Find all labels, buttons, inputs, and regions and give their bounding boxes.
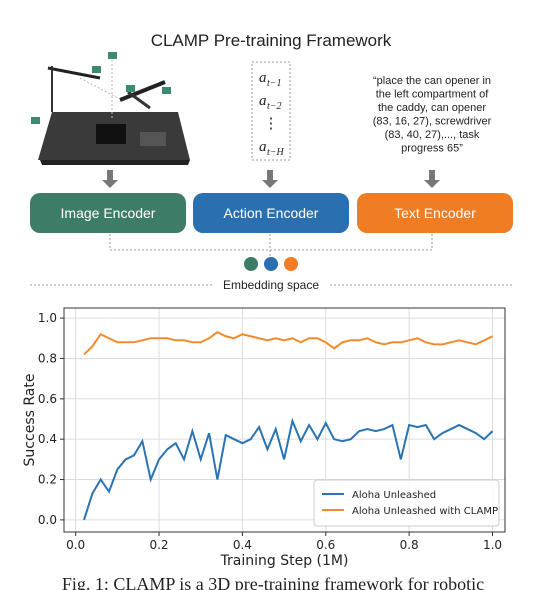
encoder-box [357,193,513,233]
x-tick-label: 0.8 [400,538,419,552]
legend-label: Aloha Unleashed with CLAMP [352,506,498,517]
encoder-label: Action Encoder [224,205,319,221]
embedding-label: Embedding space [223,278,319,292]
y-tick-label: 1.0 [38,311,57,325]
x-tick-label: 0.0 [66,538,85,552]
embedding-dot [284,257,298,271]
plot-frame [63,307,506,533]
y-axis-label: Success Rate [22,374,38,467]
x-tick-label: 0.2 [149,538,168,552]
encoder-label: Text Encoder [394,205,476,221]
encoder-box [30,193,186,233]
legend-box [313,479,500,527]
x-axis-label: Training Step (1M) [220,553,349,569]
x-tick-label: 0.4 [233,538,252,552]
connectors [30,234,512,286]
y-tick-label: 0.6 [38,392,57,406]
series-line [83,331,493,356]
y-tick-label: 0.4 [38,432,57,446]
action-subscript: t−1 [267,78,282,89]
y-tick-label: 0.8 [38,351,57,365]
x-tick-label: 1.0 [483,538,502,552]
action-subscript: t−2 [267,101,282,112]
prompt-line: progress 65” [401,143,463,155]
prompt-line: (83, 40, 27),..., task [385,129,480,141]
action-token: ⋮ [264,116,279,132]
series-line [83,417,494,521]
action-token: a [259,139,267,155]
action-token: a [259,93,267,109]
y-tick-label: 0.2 [38,473,57,487]
prompt-line: the caddy, can opener [378,102,486,114]
robot-image [31,52,190,165]
caption: Fig. 1: CLAMP is a 3D pre-training frame… [62,574,484,590]
diagram-title: CLAMP Pre-training Framework [151,31,392,50]
prompt-line: (83, 16, 27), screwdriver [373,116,492,128]
encoder-label: Image Encoder [61,205,156,221]
x-tick-label: 0.6 [316,538,335,552]
y-tick-label: 0.0 [38,513,57,527]
embedding-dot [244,257,258,271]
action-subscript: t−H [267,147,285,158]
action-token: a [259,70,267,86]
encoder-box [193,193,349,233]
embedding-dot [264,257,278,271]
legend-label: Aloha Unleashed [352,490,436,501]
arrows [102,170,440,188]
prompt-line: the left compartment of [376,89,489,101]
prompt-line: “place the can opener in [373,75,491,87]
